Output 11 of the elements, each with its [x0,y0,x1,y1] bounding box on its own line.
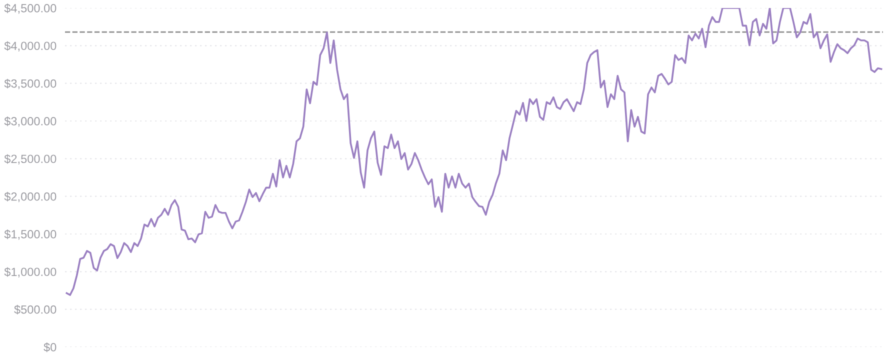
y-tick-label: $1,500.00 [4,230,56,240]
y-tick-label: $3,500.00 [4,78,56,90]
y-tick-label: $3,000.00 [4,116,56,127]
y-tick-label: $4,500.00 [4,4,56,14]
y-tick-label: $1,000.00 [4,267,56,278]
y-tick-label: $4,000.00 [4,41,56,52]
line-series [66,8,882,296]
y-tick-label: $2,000.00 [4,192,56,202]
y-tick-label: $2,500.00 [4,154,56,164]
y-tick-label: $500.00 [14,304,56,314]
y-tick-label: $0 [44,342,56,352]
